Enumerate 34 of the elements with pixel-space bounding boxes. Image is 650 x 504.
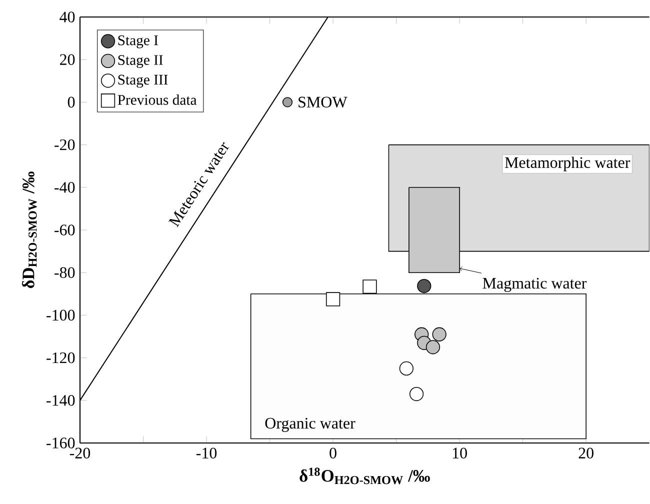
y-tick-label: 0: [68, 96, 75, 108]
legend-label: Stage I: [118, 35, 158, 48]
y-tick-label: -40: [54, 182, 75, 193]
point: [426, 340, 440, 354]
x-tick-label: 20: [578, 448, 594, 458]
point: [417, 278, 432, 294]
y-tick-label: -60: [54, 224, 75, 236]
x-tick-label: -20: [70, 448, 90, 458]
y-tick-label: 40: [60, 12, 75, 22]
y-tick-label: 20: [60, 54, 75, 65]
point: [399, 361, 414, 376]
y-tick-label: -160: [46, 438, 75, 448]
point: [282, 97, 293, 108]
x-tick-label: 10: [452, 448, 467, 458]
point: [432, 327, 446, 342]
legend-label: Stage III: [118, 74, 168, 88]
annotation: Organic water: [265, 418, 356, 432]
x-tick-label: 0: [330, 448, 336, 458]
y-tick-label: -80: [54, 267, 75, 278]
point: [326, 292, 340, 306]
legend-label: Previous data: [118, 94, 197, 105]
x-tick-label: -10: [196, 448, 217, 458]
x-axis-title: δ$^{18}$O$_{H2O-SMOW}$ /‰: [300, 468, 430, 484]
point: [362, 280, 377, 294]
y-tick-label: -120: [46, 352, 75, 364]
annotation: SMOW: [298, 96, 348, 108]
annotation: Metamorphic water: [504, 156, 630, 172]
y-tick-label: -140: [46, 394, 75, 406]
y-tick-label: -100: [46, 310, 75, 321]
legend-label: Stage II: [118, 55, 163, 68]
point: [409, 386, 424, 402]
y-axis-title: δD$_{H2O-SMOW}$ /‰: [22, 172, 37, 288]
y-tick-label: -20: [54, 139, 75, 150]
annotation: Magmatic water: [482, 278, 587, 292]
